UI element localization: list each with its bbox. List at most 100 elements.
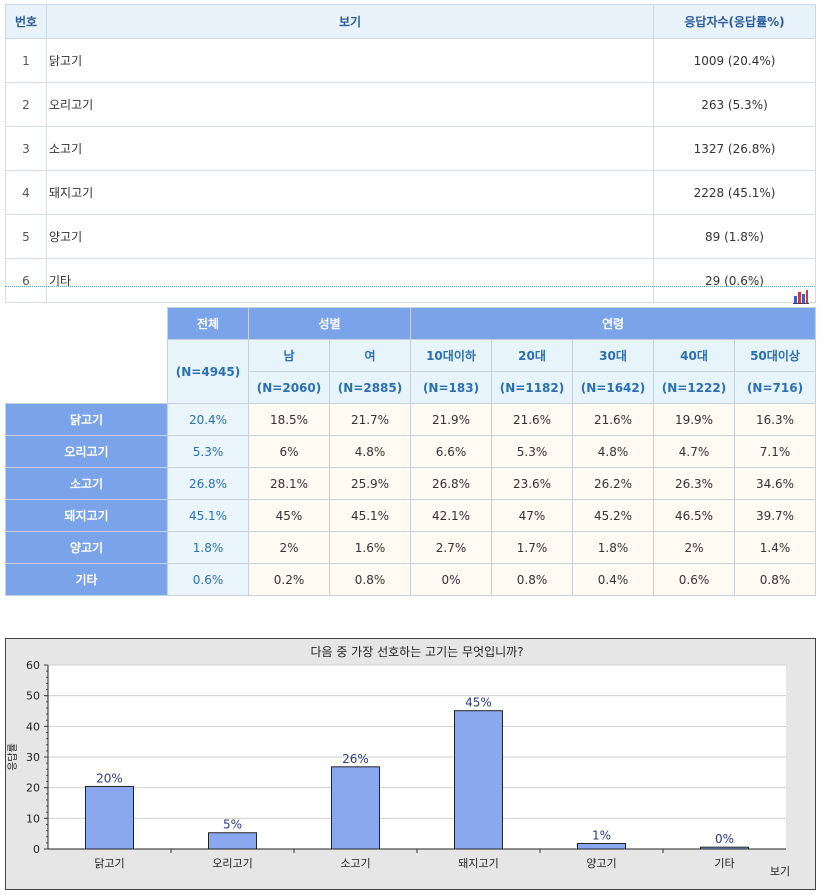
row-cell: 4.8%: [329, 435, 411, 468]
bar-data-label: 5%: [223, 818, 242, 832]
table-divider: [5, 286, 815, 287]
bar: [454, 710, 503, 850]
row-cell: 26.2%: [572, 467, 654, 500]
row-cell: 45%: [248, 499, 330, 532]
answer-option: 돼지고기: [46, 170, 654, 215]
row-cell: 28.1%: [248, 467, 330, 500]
row-cell: 0.6%: [653, 563, 735, 596]
crosstab-row: 기타 0.6% 0.2% 0.8% 0% 0.8% 0.4% 0.6% 0.8%: [5, 563, 816, 596]
bar-data-label: 1%: [592, 828, 611, 842]
answer-num: 6: [5, 258, 47, 303]
column-label: 20대: [491, 339, 573, 372]
group-gender: 성별: [248, 307, 411, 340]
row-cell: 26.3%: [653, 467, 735, 500]
column-n: (N=1222): [653, 371, 735, 404]
row-cell: 0.8%: [329, 563, 411, 596]
column-label: 30대: [572, 339, 654, 372]
row-total: 1.8%: [167, 531, 249, 564]
bar: [208, 832, 257, 850]
x-tick-label: 소고기: [340, 857, 370, 870]
x-tick-label: 기타: [714, 857, 734, 870]
column-label: 50대이상: [734, 339, 816, 372]
row-cell: 39.7%: [734, 499, 816, 532]
answer-count: 1009 (20.4%): [653, 38, 816, 83]
x-tick-label: 오리고기: [212, 857, 252, 870]
row-total: 20.4%: [167, 403, 249, 436]
row-label: 오리고기: [5, 435, 168, 468]
column-n: (N=716): [734, 371, 816, 404]
row-label: 소고기: [5, 467, 168, 500]
x-tick-label: 양고기: [586, 857, 616, 870]
header-count: 응답자수(응답률%): [653, 4, 816, 39]
bar-chart-icon[interactable]: [793, 290, 809, 304]
crosstab-row: 돼지고기 45.1% 45% 45.1% 42.1% 47% 45.2% 46.5% 39.7%: [5, 499, 816, 532]
answer-row: 1 닭고기 1009 (20.4%): [5, 38, 816, 83]
answer-num: 4: [5, 170, 47, 215]
header-num: 번호: [5, 4, 47, 39]
bar-data-label: 26%: [342, 752, 369, 766]
row-cell: 46.5%: [653, 499, 735, 532]
row-cell: 2%: [653, 531, 735, 564]
answer-num: 1: [5, 38, 47, 83]
group-total: 전체: [167, 307, 249, 340]
row-cell: 1.4%: [734, 531, 816, 564]
chart-title: 다음 중 가장 선호하는 고기는 무엇입니까?: [310, 645, 523, 659]
answer-count: 1327 (26.8%): [653, 126, 816, 171]
column-n: (N=2060): [248, 371, 330, 404]
crosstab-row: 오리고기 5.3% 6% 4.8% 6.6% 5.3% 4.8% 4.7% 7.1%: [5, 435, 816, 468]
row-cell: 1.8%: [572, 531, 654, 564]
chart-panel: 다음 중 가장 선호하는 고기는 무엇입니까? 0 10 20 30 40 50 60 응답률 2…: [5, 638, 816, 890]
row-cell: 0.4%: [572, 563, 654, 596]
answer-count: 263 (5.3%): [653, 82, 816, 127]
y-tick-label: 10: [26, 812, 40, 825]
row-cell: 21.6%: [572, 403, 654, 436]
answer-row: 2 오리고기 263 (5.3%): [5, 82, 816, 127]
row-cell: 42.1%: [410, 499, 492, 532]
answer-count: 2228 (45.1%): [653, 170, 816, 215]
answers-header-row: 번호 보기 응답자수(응답률%): [5, 4, 816, 39]
answer-row: 3 소고기 1327 (26.8%): [5, 126, 816, 171]
row-cell: 7.1%: [734, 435, 816, 468]
row-total: 0.6%: [167, 563, 249, 596]
answer-option: 닭고기: [46, 38, 654, 83]
row-cell: 18.5%: [248, 403, 330, 436]
row-label: 돼지고기: [5, 499, 168, 532]
total-n: (N=4945): [167, 339, 249, 404]
row-cell: 21.9%: [410, 403, 492, 436]
column-label: 여: [329, 339, 411, 372]
row-cell: 2.7%: [410, 531, 492, 564]
answer-count: 29 (0.6%): [653, 258, 816, 303]
y-tick-label: 30: [26, 751, 40, 764]
row-label: 닭고기: [5, 403, 168, 436]
answer-num: 5: [5, 214, 47, 259]
answer-row: 6 기타 29 (0.6%): [5, 258, 816, 303]
column-label: 10대이하: [410, 339, 492, 372]
column-n: (N=1182): [491, 371, 573, 404]
answer-option: 기타: [46, 258, 654, 303]
bar: [700, 846, 749, 850]
row-cell: 21.6%: [491, 403, 573, 436]
header-option: 보기: [46, 4, 654, 39]
bar-data-label: 45%: [465, 696, 492, 710]
answer-row: 4 돼지고기 2228 (45.1%): [5, 170, 816, 215]
bar-data-label: 0%: [715, 832, 734, 846]
crosstab-row: 소고기 26.8% 28.1% 25.9% 26.8% 23.6% 26.2% 26.3% 34…: [5, 467, 816, 500]
row-cell: 0.8%: [734, 563, 816, 596]
column-label: 남: [248, 339, 330, 372]
bar-data-label: 20%: [96, 771, 123, 785]
crosstab-corner: [5, 307, 168, 404]
column-label: 40대: [653, 339, 735, 372]
row-cell: 34.6%: [734, 467, 816, 500]
y-tick-label: 20: [26, 782, 40, 795]
crosstab-table: 전체 성별 연령 (N=4945) 남 여 10대이하 20대 30대 40대 50대이상 …: [5, 307, 816, 596]
y-tick-label: 60: [26, 659, 40, 672]
bar: [577, 842, 626, 850]
answer-option: 오리고기: [46, 82, 654, 127]
row-cell: 16.3%: [734, 403, 816, 436]
y-tick-label: 50: [26, 690, 40, 703]
row-cell: 26.8%: [410, 467, 492, 500]
row-cell: 1.6%: [329, 531, 411, 564]
column-n: (N=1642): [572, 371, 654, 404]
answer-option: 양고기: [46, 214, 654, 259]
row-cell: 0.2%: [248, 563, 330, 596]
